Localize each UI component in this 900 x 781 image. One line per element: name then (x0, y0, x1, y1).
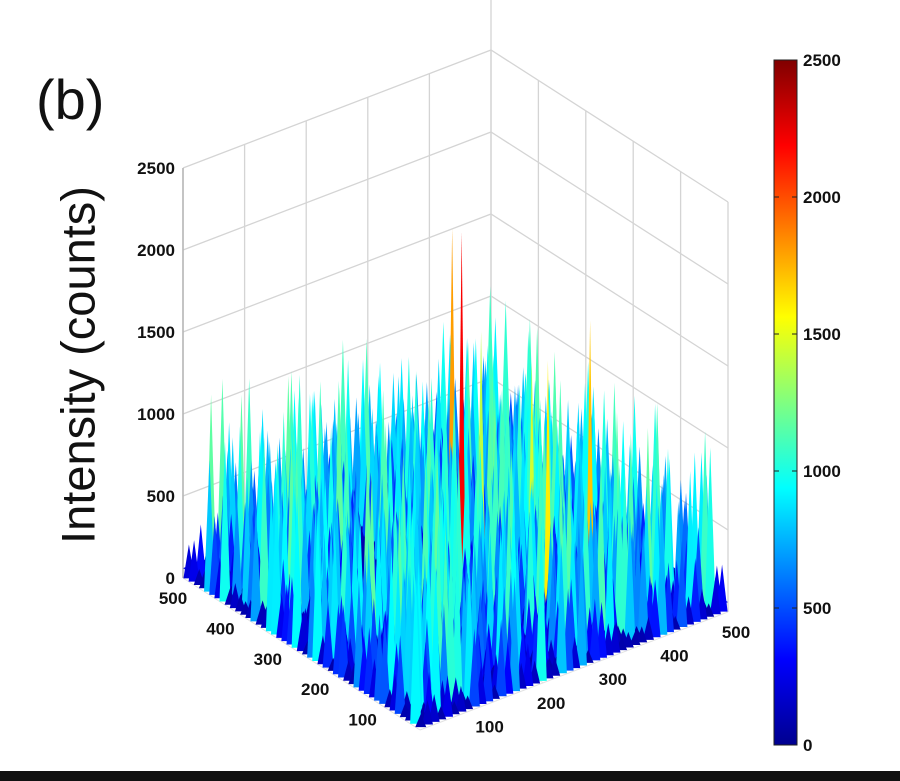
x-tick-label: 300 (599, 670, 627, 689)
surface-spike (684, 471, 696, 619)
y-tick-label: 300 (254, 650, 282, 669)
surface-spike (637, 524, 649, 637)
z-tick-label: 1000 (137, 405, 175, 424)
surface-spike (379, 618, 391, 704)
surface-spike (428, 694, 440, 722)
surface-spike (291, 494, 303, 648)
floor-grid-line (182, 577, 421, 731)
surface-spike (195, 524, 207, 580)
surface-spike (219, 441, 231, 602)
colorbar-tick-label: 0 (803, 736, 812, 755)
floor-grid-line (419, 611, 729, 731)
x-tick-label: 100 (475, 717, 503, 736)
surface-spike (636, 626, 648, 643)
surface-spike (299, 496, 311, 619)
y-tick-label: 500 (159, 589, 187, 608)
surface-spike (188, 540, 200, 582)
z-tick-label: 0 (166, 569, 175, 588)
surface-spike (622, 631, 634, 648)
grid-line-z (182, 49, 729, 203)
surface-spike (495, 619, 507, 697)
surface-spike (575, 544, 587, 666)
surface-spike (296, 616, 308, 652)
surface-spike (549, 656, 561, 676)
colorbar-tick-label: 1500 (803, 325, 841, 344)
surface-spike (604, 501, 616, 650)
surface-spike (258, 436, 270, 613)
z-tick-label: 2000 (137, 241, 175, 260)
surface-spike (394, 635, 406, 714)
panel-label: (b) (36, 68, 105, 131)
surface-spike (343, 659, 355, 681)
surface-spike (312, 508, 324, 661)
surface-spike (430, 565, 442, 717)
surface-spike (629, 631, 641, 645)
surface-spike (229, 583, 241, 609)
colorbar-tick-label: 500 (803, 599, 831, 618)
surface-spike (676, 541, 688, 628)
surface-spike (250, 506, 262, 622)
grid-line-z (182, 213, 729, 367)
surface-spike (468, 628, 480, 707)
surface-spike (231, 493, 243, 603)
surface-spike (421, 700, 433, 725)
z-tick-label: 2500 (137, 159, 175, 178)
surface-spike (523, 597, 535, 660)
surface-spike (609, 621, 621, 653)
surface-spike (322, 600, 334, 668)
y-tick-label: 200 (301, 680, 329, 699)
z-tick-label: 500 (147, 487, 175, 506)
surface-spike (709, 577, 721, 615)
surface-spike (461, 437, 473, 599)
surface-spike (438, 603, 450, 708)
surface-spike (455, 685, 467, 712)
surface-spike (555, 542, 567, 674)
surface-spike (482, 632, 494, 702)
surface-spike (509, 576, 521, 692)
surface-spike (649, 579, 661, 638)
surface-spike (589, 598, 601, 661)
surface-spike (624, 510, 636, 642)
colorbar (773, 59, 798, 746)
x-tick-label: 200 (537, 694, 565, 713)
surface-spike (716, 564, 728, 612)
surface-spike (445, 535, 457, 706)
surface-spike (704, 447, 716, 611)
surface-spike (410, 572, 422, 724)
colorbar-tick-label: 2500 (803, 51, 841, 70)
z-tick-label: 1500 (137, 323, 175, 342)
surface-spike (642, 616, 654, 640)
surface-spike (689, 558, 701, 622)
colorbar-tick-label: 1000 (803, 462, 841, 481)
y-tick-label: 100 (348, 711, 376, 730)
surface-spike (656, 509, 668, 635)
x-tick-label: 500 (722, 623, 750, 642)
surface-spike (522, 643, 534, 687)
surface-spike (662, 448, 674, 612)
surface-spike (337, 604, 349, 678)
bottom-rule (0, 771, 900, 781)
y-tick-label: 400 (206, 619, 234, 638)
surface-spike (271, 487, 283, 635)
surface-spike (442, 675, 454, 717)
x-tick-label: 400 (660, 647, 688, 666)
surface-spike (415, 713, 427, 728)
colorbar-tick-label: 2000 (803, 188, 841, 207)
surface-spike (535, 520, 547, 681)
surface-spike (385, 547, 397, 702)
grid-line-z (182, 131, 729, 285)
